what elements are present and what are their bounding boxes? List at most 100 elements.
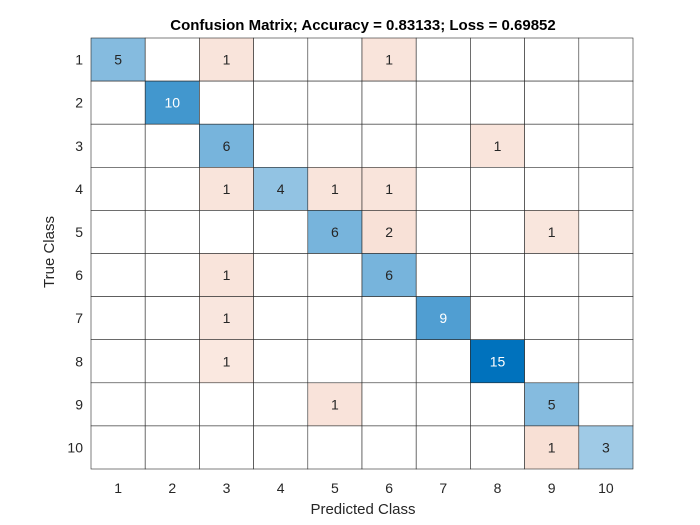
row-tick-label-5: 5 [75, 224, 83, 240]
row-tick-label-3: 3 [75, 138, 83, 154]
cell-value-r7-c7: 9 [439, 310, 447, 326]
cell-r8-c10 [578, 339, 634, 384]
cell-value-r6-c3: 1 [223, 267, 231, 283]
cell-value-r4-c4: 4 [277, 181, 285, 197]
cell-r4-c2 [144, 167, 200, 211]
cell-r8-c6 [361, 339, 417, 384]
cell-r8-c4 [253, 339, 309, 384]
cell-r5-c10 [578, 210, 634, 254]
cell-r3-c8 [470, 123, 525, 168]
cell-r9-c1 [90, 382, 146, 427]
cell-value-r6-c6: 6 [385, 267, 393, 283]
cell-r2-c3 [199, 80, 254, 125]
cell-r3-c1 [90, 123, 146, 168]
row-tick-label-2: 2 [75, 95, 83, 111]
cell-value-r3-c3: 6 [223, 138, 231, 154]
cell-r9-c4 [253, 382, 309, 427]
cell-r1-c7 [415, 37, 471, 82]
cell-r5-c6 [361, 210, 417, 254]
row-tick-label-4: 4 [75, 181, 83, 197]
cell-r10-c2 [144, 425, 200, 470]
cell-r6-c8 [470, 253, 525, 297]
cell-r5-c8 [470, 210, 525, 254]
cell-r7-c5 [307, 296, 363, 341]
column-tick-label-5: 5 [331, 480, 339, 496]
cell-value-r9-c5: 1 [331, 396, 339, 412]
cell-r6-c7 [415, 253, 471, 297]
cell-value-r2-c2: 10 [165, 95, 181, 111]
cell-r2-c7 [415, 80, 471, 125]
cell-r4-c1 [90, 167, 146, 211]
cell-r2-c2 [144, 80, 200, 125]
cell-r7-c4 [253, 296, 309, 341]
column-tick-label-8: 8 [494, 480, 502, 496]
cell-r10-c9 [524, 425, 580, 470]
cell-value-r3-c8: 1 [494, 138, 502, 154]
cell-r3-c5 [307, 123, 363, 168]
cell-r1-c2 [144, 37, 200, 82]
row-tick-label-1: 1 [75, 52, 83, 68]
cell-r9-c9 [524, 382, 580, 427]
cell-r1-c8 [470, 37, 525, 82]
cell-r6-c4 [253, 253, 309, 297]
cell-r5-c1 [90, 210, 146, 254]
cell-r9-c5 [307, 382, 363, 427]
cell-r4-c7 [415, 167, 471, 211]
cell-r5-c2 [144, 210, 200, 254]
cell-value-r5-c5: 6 [331, 224, 339, 240]
cell-r5-c3 [199, 210, 254, 254]
row-tick-label-7: 7 [75, 310, 83, 326]
cell-value-r10-c9: 1 [548, 439, 556, 455]
cell-r4-c9 [524, 167, 580, 211]
cell-r2-c4 [253, 80, 309, 125]
cell-r4-c8 [470, 167, 525, 211]
cell-r4-c6 [361, 167, 417, 211]
cell-value-r1-c1: 5 [114, 52, 122, 68]
cell-r1-c4 [253, 37, 309, 82]
cell-r6-c5 [307, 253, 363, 297]
cell-r3-c3 [199, 123, 254, 168]
cell-r5-c7 [415, 210, 471, 254]
cell-r7-c1 [90, 296, 146, 341]
cell-value-r8-c8: 15 [490, 353, 506, 369]
cell-r9-c6 [361, 382, 417, 427]
cell-r3-c4 [253, 123, 309, 168]
cell-r6-c1 [90, 253, 146, 297]
cell-r7-c3 [199, 296, 254, 341]
cell-value-r1-c6: 1 [385, 52, 393, 68]
cell-r3-c10 [578, 123, 634, 168]
cell-value-r7-c3: 1 [223, 310, 231, 326]
cell-r9-c7 [415, 382, 471, 427]
cell-r2-c6 [361, 80, 417, 125]
row-tick-labels: 1 2 3 4 5 6 7 8 9 10 [67, 52, 83, 456]
y-axis-label: True Class [41, 216, 58, 288]
cell-r2-c10 [578, 80, 634, 125]
row-tick-label-9: 9 [75, 396, 83, 412]
cell-r10-c1 [90, 425, 146, 470]
cell-r2-c9 [524, 80, 580, 125]
cell-r8-c5 [307, 339, 363, 384]
cell-r10-c6 [361, 425, 417, 470]
x-axis-label: Predicted Class [310, 501, 415, 518]
cell-r8-c8 [470, 339, 525, 384]
cell-r1-c1 [90, 37, 146, 82]
column-tick-label-9: 9 [548, 480, 556, 496]
column-tick-label-3: 3 [223, 480, 231, 496]
row-tick-label-8: 8 [75, 353, 83, 369]
cell-r9-c10 [578, 382, 634, 427]
cell-r10-c4 [253, 425, 309, 470]
cell-r7-c6 [361, 296, 417, 341]
cell-r1-c9 [524, 37, 580, 82]
cell-r8-c1 [90, 339, 146, 384]
cell-value-r9-c9: 5 [548, 396, 556, 412]
cell-value-r5-c6: 2 [385, 224, 393, 240]
cell-r8-c2 [144, 339, 200, 384]
cell-value-r10-c10: 3 [602, 439, 610, 455]
row-tick-label-6: 6 [75, 267, 83, 283]
cell-r6-c9 [524, 253, 580, 297]
cell-r2-c1 [90, 80, 146, 125]
column-tick-label-7: 7 [439, 480, 447, 496]
cell-value-r4-c6: 1 [385, 181, 393, 197]
